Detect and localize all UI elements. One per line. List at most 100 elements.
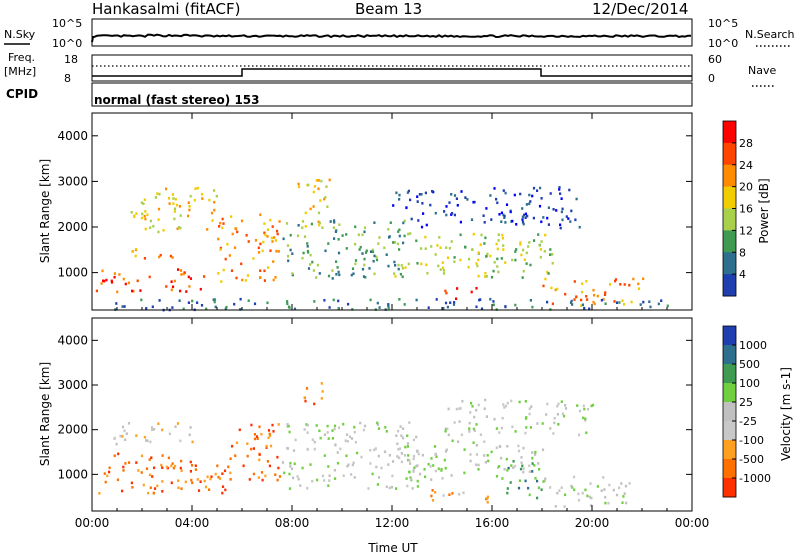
range-gate-cell [510,464,513,467]
range-gate-cell [511,425,514,429]
colorbar-frame [722,325,737,498]
range-gate-cell [556,491,559,495]
range-gate-cell [145,439,148,442]
colorbar-tick-label: -25 [739,415,757,428]
range-gate-cell [477,251,480,254]
range-gate-cell [160,463,163,467]
range-gate-cell [394,264,397,267]
range-gate-cell [453,256,456,259]
range-gate-cell [596,294,599,298]
range-gate-cell [501,477,504,480]
range-gate-cell [172,202,175,205]
range-gate-cell [549,248,552,251]
range-gate-cell [287,305,291,309]
range-gate-cell [216,464,219,468]
range-gate-cell [529,200,532,203]
range-gate-cell [586,298,589,301]
range-gate-cell [350,273,353,277]
colorbar-tick-label: -100 [739,434,764,447]
range-gate-cell [157,218,160,221]
range-gate-cell [121,489,124,493]
range-gate-cell [528,241,531,244]
range-gate-cell [351,267,355,270]
range-gate-cell [568,188,571,192]
range-gate-cell [520,461,523,465]
range-gate-cell [332,298,335,302]
colorbar-swatch [723,252,736,275]
range-gate-cell [621,299,624,302]
range-gate-cell [400,434,403,437]
range-gate-cell [369,250,373,253]
range-gate-cell [265,446,268,449]
range-gate-cell [281,461,284,464]
range-gate-cell [434,491,437,494]
range-gate-cell [415,465,418,468]
range-gate-cell [333,221,336,224]
colorbar-swatch [723,121,736,144]
range-gate-cell [556,413,559,416]
range-gate-cell [184,480,187,484]
range-gate-cell [657,302,660,306]
range-gate-cell [412,468,415,472]
range-gate-cell [431,489,434,492]
range-gate-cell [318,272,321,275]
range-gate-cell [489,194,492,197]
range-gate-cell [257,246,260,250]
range-gate-cell [558,188,561,191]
range-gate-cell [583,306,586,310]
range-gate-cell [321,226,324,229]
range-gate-cell [397,448,400,451]
range-gate-cell [200,192,204,196]
range-gate-cell [444,429,447,433]
range-gate-cell [445,246,448,249]
range-gate-cell [603,488,606,491]
range-gate-cell [497,270,500,274]
range-gate-cell [154,196,157,199]
range-gate-cell [577,492,580,496]
range-gate-cell [477,274,480,278]
range-gate-cell [563,505,566,508]
range-gate-cell [502,403,505,406]
range-gate-cell [144,210,147,213]
range-gate-cell [492,269,495,273]
range-gate-cell [493,187,496,190]
range-gate-cell [229,471,232,475]
range-gate-cell [335,273,338,276]
range-gate-cell [395,191,398,195]
range-gate-cell [144,217,147,221]
range-gate-cell [484,236,487,240]
range-gate-cell [523,213,526,217]
range-gate-cell [464,246,467,249]
range-gate-cell [406,434,409,438]
range-gate-cell [320,397,323,400]
range-gate-cell [191,481,194,485]
range-gate-cell [398,298,401,301]
range-gate-cell [444,427,447,431]
range-gate-cell [485,275,488,278]
range-gate-cell [143,257,146,260]
range-gate-cell [519,192,522,196]
range-gate-cell [401,275,404,279]
range-gate-cell [174,197,177,201]
range-gate-cell [543,250,546,253]
range-gate-cell [229,478,232,481]
range-gate-cell [213,300,216,304]
range-gate-cell [152,491,155,495]
range-gate-cell [519,241,522,244]
range-gate-cell [400,460,403,464]
range-gate-cell [533,464,536,467]
range-gate-cell [420,225,424,229]
range-gate-cell [385,485,388,489]
range-gate-cell [199,480,202,483]
range-gate-cell [206,475,209,479]
range-gate-cell [480,307,484,311]
range-gate-cell [331,277,334,280]
range-gate-cell [496,247,499,251]
range-gate-cell [172,197,175,200]
range-gate-cell [520,456,523,459]
range-gate-cell [328,474,331,477]
range-gate-cell [418,193,421,196]
range-gate-cell [528,493,531,497]
range-gate-cell [525,262,528,265]
range-gate-cell [228,254,231,257]
